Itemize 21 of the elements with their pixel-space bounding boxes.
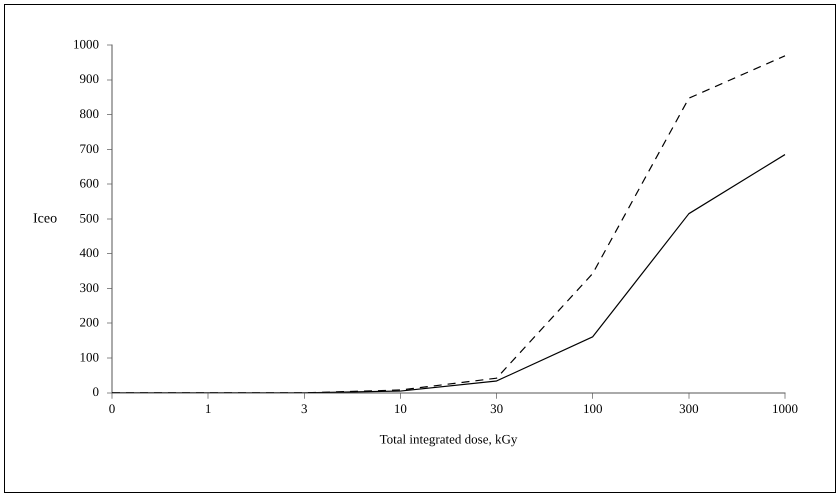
- y-tick-label: 100: [80, 349, 99, 364]
- y-tick-label: 200: [80, 314, 99, 330]
- x-tick-label: 30: [490, 401, 504, 416]
- x-tick-label: 1: [204, 401, 212, 416]
- x-axis-title: Total integrated dose, kGy: [380, 432, 518, 447]
- x-tick-label: 3: [301, 401, 308, 416]
- x-tick-label: 10: [394, 401, 407, 416]
- y-tick-label: 600: [80, 176, 99, 191]
- y-tick-label: 300: [80, 280, 99, 295]
- y-tick-label: 500: [80, 210, 99, 226]
- x-tick-label: 0: [108, 401, 116, 416]
- y-tick-label: 0: [92, 384, 99, 400]
- y-tick-label: 700: [80, 140, 99, 156]
- x-tick-label: 100: [582, 401, 602, 416]
- y-tick-label: 900: [80, 71, 99, 86]
- y-tick-label: 800: [80, 106, 99, 121]
- y-tick-label: 400: [80, 245, 99, 260]
- x-tick-label: 1000: [772, 401, 798, 416]
- y-tick-label: 1000: [73, 36, 99, 52]
- x-tick-label: 300: [679, 401, 699, 416]
- y-axis-title: Iceo: [33, 212, 58, 227]
